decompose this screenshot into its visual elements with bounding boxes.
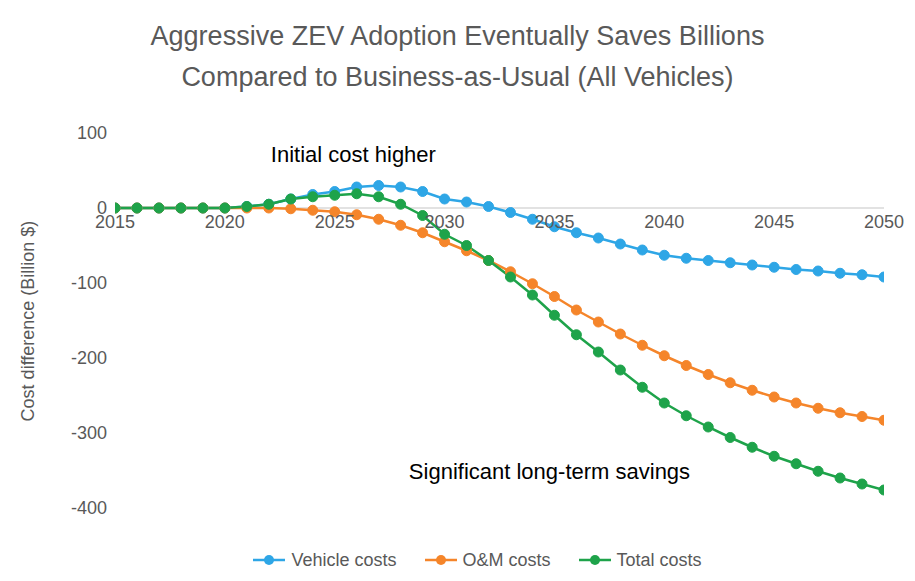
html-text:Vehicle costs: Vehicle costs [291,549,397,570]
svg-text:2040: 2040 [644,212,684,232]
svg-text:2050: 2050 [864,212,904,232]
svg-text:2025: 2025 [315,212,355,232]
html-text:Cost difference (Billion $): Cost difference (Billion $) [18,220,38,421]
svg-text:2015: 2015 [95,212,135,232]
html-text:Total costs: Total costs [616,549,702,570]
html-text:Aggressive ZEV Adoption Eventu: Aggressive ZEV Adoption Eventually Saves… [150,21,765,92]
svg-text:2045: 2045 [754,212,794,232]
svg-text:-300: -300 [71,423,107,443]
svg-text:2030: 2030 [425,212,465,232]
svg-text:0: 0 [97,198,107,218]
svg-text:2035: 2035 [534,212,574,232]
svg-text:2020: 2020 [205,212,245,232]
svg-text:100: 100 [77,123,107,143]
svg-text:-100: -100 [71,273,107,293]
html-text:O&M costs: O&M costs [462,549,551,570]
svg-text:-400: -400 [71,498,107,518]
html-text:Initial cost higher: Initial cost higher [270,142,436,167]
html-text:Significant long-term savings: Significant long-term savings [408,459,691,484]
svg-text:-200: -200 [71,348,107,368]
